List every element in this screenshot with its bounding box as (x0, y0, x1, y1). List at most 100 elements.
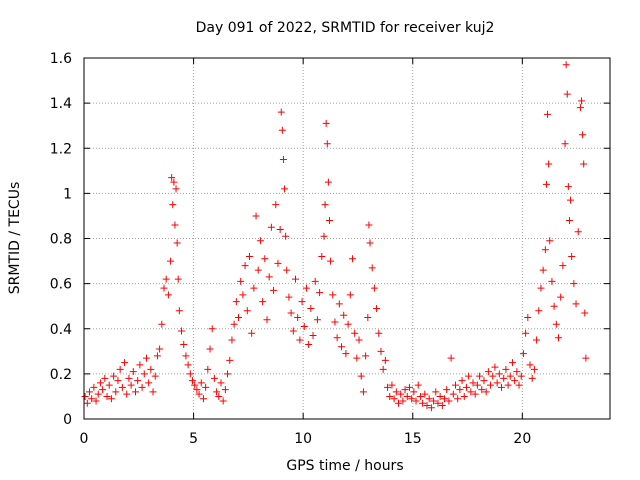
y-tick-label: 1.6 (50, 51, 72, 67)
data-point (182, 352, 190, 360)
data-point (340, 311, 348, 319)
data-point (449, 390, 457, 398)
data-point (291, 275, 299, 283)
data-point (432, 388, 440, 396)
data-point (447, 354, 455, 362)
data-point (362, 352, 370, 360)
data-point (554, 334, 562, 342)
data-point (355, 336, 363, 344)
x-tick-label: 20 (513, 431, 531, 447)
axis-ticks (83, 57, 610, 420)
data-point (168, 174, 176, 182)
data-point (322, 119, 330, 127)
data-point (390, 395, 398, 403)
data-point (572, 300, 580, 308)
data-point (94, 390, 102, 398)
data-point (582, 354, 590, 362)
data-point (576, 104, 584, 112)
data-point (164, 291, 172, 299)
data-point (434, 399, 442, 407)
y-tick-label: 1 (63, 186, 72, 202)
data-point (289, 327, 297, 335)
data-point (90, 383, 98, 391)
data-point (384, 383, 392, 391)
data-point (254, 266, 262, 274)
data-point (445, 397, 453, 405)
data-point (552, 320, 560, 328)
data-point (557, 293, 565, 301)
data-point (160, 284, 168, 292)
data-point (162, 275, 170, 283)
data-point (287, 309, 295, 317)
data-point (423, 401, 431, 409)
data-point (421, 390, 429, 398)
data-point (533, 336, 541, 344)
data-point (285, 293, 293, 301)
data-point (105, 381, 113, 389)
data-point (125, 374, 133, 382)
data-point (522, 329, 530, 337)
data-point (574, 228, 582, 236)
data-point (381, 356, 389, 364)
y-tick-labels: 0 0.2 0.4 0.6 0.8 1 1.2 1.4 1.6 (50, 51, 72, 428)
y-tick-label: 0 (63, 412, 72, 428)
data-point (487, 381, 495, 389)
data-point (539, 266, 547, 274)
data-point (416, 392, 424, 400)
data-point (484, 368, 492, 376)
data-point (221, 386, 229, 394)
y-axis-label: SRMTID / TECUs (7, 182, 23, 295)
data-point (145, 379, 153, 387)
data-point (323, 140, 331, 148)
data-point (580, 160, 588, 168)
data-point (170, 178, 178, 186)
data-point (542, 180, 550, 188)
data-point (348, 255, 356, 263)
data-point (414, 381, 422, 389)
data-point (172, 185, 180, 193)
data-point (335, 300, 343, 308)
data-point (171, 221, 179, 229)
data-point (327, 257, 335, 265)
data-point (581, 309, 589, 317)
x-tick-labels: 0 5 10 15 20 (80, 431, 532, 447)
data-point (528, 374, 536, 382)
data-point (379, 365, 387, 373)
data-point (425, 395, 433, 403)
data-point (535, 307, 543, 315)
data-point (307, 304, 315, 312)
data-point (239, 291, 247, 299)
data-point (217, 379, 225, 387)
data-point (237, 277, 245, 285)
data-point (320, 232, 328, 240)
data-point (136, 361, 144, 369)
x-tick-label: 15 (404, 431, 422, 447)
data-point (232, 298, 240, 306)
data-point (184, 361, 192, 369)
data-point (530, 365, 538, 373)
data-point (495, 370, 503, 378)
data-point (300, 322, 308, 330)
data-point (473, 381, 481, 389)
data-point (419, 399, 427, 407)
data-point (226, 356, 234, 364)
data-point (88, 395, 96, 403)
data-point (85, 388, 93, 396)
data-point (333, 334, 341, 342)
data-point (107, 395, 115, 403)
data-point (364, 313, 372, 321)
data-point (351, 329, 359, 337)
data-point (480, 377, 488, 385)
data-point (559, 262, 567, 270)
data-point (282, 232, 290, 240)
data-point (408, 395, 416, 403)
data-point (103, 392, 111, 400)
data-point (388, 381, 396, 389)
y-tick-label: 1.4 (50, 96, 72, 112)
data-point (167, 257, 175, 265)
data-point (515, 381, 523, 389)
data-point (180, 341, 188, 349)
y-tick-label: 1.2 (50, 141, 72, 157)
